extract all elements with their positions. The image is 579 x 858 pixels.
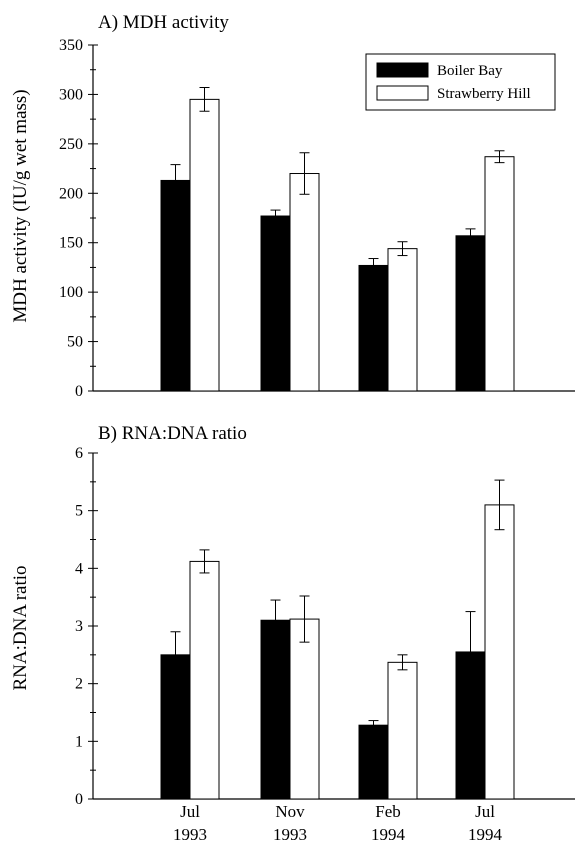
bar-strawberry-hill (484, 156, 515, 392)
bar-strawberry-hill (289, 618, 320, 800)
bar-strawberry-hill (189, 560, 220, 800)
y-tick-label: 4 (75, 560, 83, 577)
category-label-line1: Nov (275, 802, 305, 821)
y-tick-label: 1 (75, 733, 83, 750)
category-label-line1: Jul (475, 802, 495, 821)
panel-rna-dna-ratio: B) RNA:DNA ratio RNA:DNA ratio 0 1 2 3 4 5 6 (10, 423, 575, 808)
y-tick-label: 150 (59, 235, 83, 252)
panel-a-title: A) MDH activity (98, 12, 229, 33)
y-tick-label: 250 (59, 136, 83, 153)
legend-swatch-strawberry-hill (376, 85, 429, 101)
x-axis-categories: Jul 1993 Nov 1993 Feb 1994 Jul 1994 (173, 802, 503, 844)
y-tick-label: 100 (59, 284, 83, 301)
bar-strawberry-hill (484, 504, 515, 800)
bar-boiler-bay (358, 264, 389, 392)
y-tick-label: 5 (75, 503, 83, 520)
legend: Boiler Bay Strawberry Hill (365, 53, 556, 111)
category-label-line2: 1993 (273, 825, 307, 844)
panel-b-y-axis-label: RNA:DNA ratio (10, 565, 31, 690)
bar-boiler-bay (455, 235, 486, 392)
bar-boiler-bay (260, 215, 291, 392)
bar-strawberry-hill (189, 98, 220, 392)
category-label-line1: Jul (180, 802, 200, 821)
y-tick-label: 350 (59, 37, 83, 54)
y-tick-label: 50 (67, 334, 83, 351)
category-label-line1: Feb (375, 802, 401, 821)
bar-strawberry-hill (387, 248, 418, 392)
legend-label-strawberry-hill: Strawberry Hill (437, 86, 531, 102)
category-label-line2: 1993 (173, 825, 207, 844)
legend-swatch-boiler-bay (376, 62, 429, 78)
panel-mdh-activity: A) MDH activity MDH activity (IU/g wet m… (10, 12, 575, 400)
legend-label-boiler-bay: Boiler Bay (437, 63, 503, 79)
y-tick-label: 200 (59, 185, 83, 202)
y-tick-label: 300 (59, 86, 83, 103)
y-tick-label: 2 (75, 676, 83, 693)
bar-strawberry-hill (289, 173, 320, 392)
y-tick-label: 0 (75, 383, 83, 400)
category-label-line2: 1994 (468, 825, 503, 844)
bar-boiler-bay (358, 724, 389, 800)
panel-b-title: B) RNA:DNA ratio (98, 423, 247, 444)
panel-a-y-axis-label: MDH activity (IU/g wet mass) (10, 89, 31, 322)
y-tick-label: 3 (75, 618, 83, 635)
category-label-line2: 1994 (371, 825, 406, 844)
bar-boiler-bay (160, 179, 191, 392)
y-tick-label: 6 (75, 445, 83, 462)
bar-boiler-bay (260, 619, 291, 800)
y-tick-label: 0 (75, 791, 83, 808)
bar-strawberry-hill (387, 661, 418, 800)
